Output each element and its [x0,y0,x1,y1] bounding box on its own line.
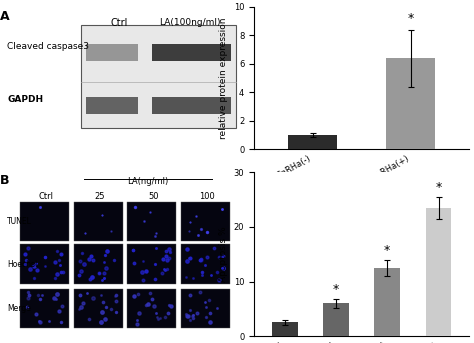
Bar [86,97,138,114]
Bar [20,202,69,241]
Bar [128,245,176,284]
Text: 25: 25 [95,192,105,201]
Text: LA(100ng/ml): LA(100ng/ml) [160,18,221,27]
Bar [81,25,236,128]
Text: Merge: Merge [7,304,31,313]
Text: A: A [0,10,9,23]
Bar [152,44,231,61]
Text: *: * [436,181,442,194]
Y-axis label: Apoptosis %: Apoptosis % [219,226,228,282]
Bar [128,288,176,328]
Bar [20,288,69,328]
Text: Ctrl: Ctrl [39,192,54,201]
Text: *: * [333,283,339,296]
Bar [323,303,349,336]
Text: *: * [384,244,391,257]
Text: *: * [408,12,414,25]
Bar [181,202,229,241]
Text: Cleaved caspase3: Cleaved caspase3 [7,42,89,51]
Bar [74,245,122,284]
Bar [426,208,451,336]
Text: Hoechst: Hoechst [7,260,38,269]
Bar [74,288,122,328]
Text: LA(ng/ml): LA(ng/ml) [127,177,168,186]
Bar [128,202,176,241]
Bar [152,97,231,114]
Bar [288,135,337,149]
Bar [386,58,435,149]
Bar [272,322,298,336]
Bar [20,245,69,284]
Text: GAPDH: GAPDH [7,95,43,104]
Text: 100: 100 [199,192,215,201]
Bar [181,288,229,328]
Text: Ctrl: Ctrl [110,18,128,28]
Bar [374,268,400,336]
Text: B: B [0,174,9,187]
Text: TUNEL: TUNEL [7,217,32,226]
Bar [74,202,122,241]
Text: 50: 50 [148,192,159,201]
Bar [86,44,138,61]
Bar [181,245,229,284]
Y-axis label: relative protein expression: relative protein expression [219,17,228,139]
